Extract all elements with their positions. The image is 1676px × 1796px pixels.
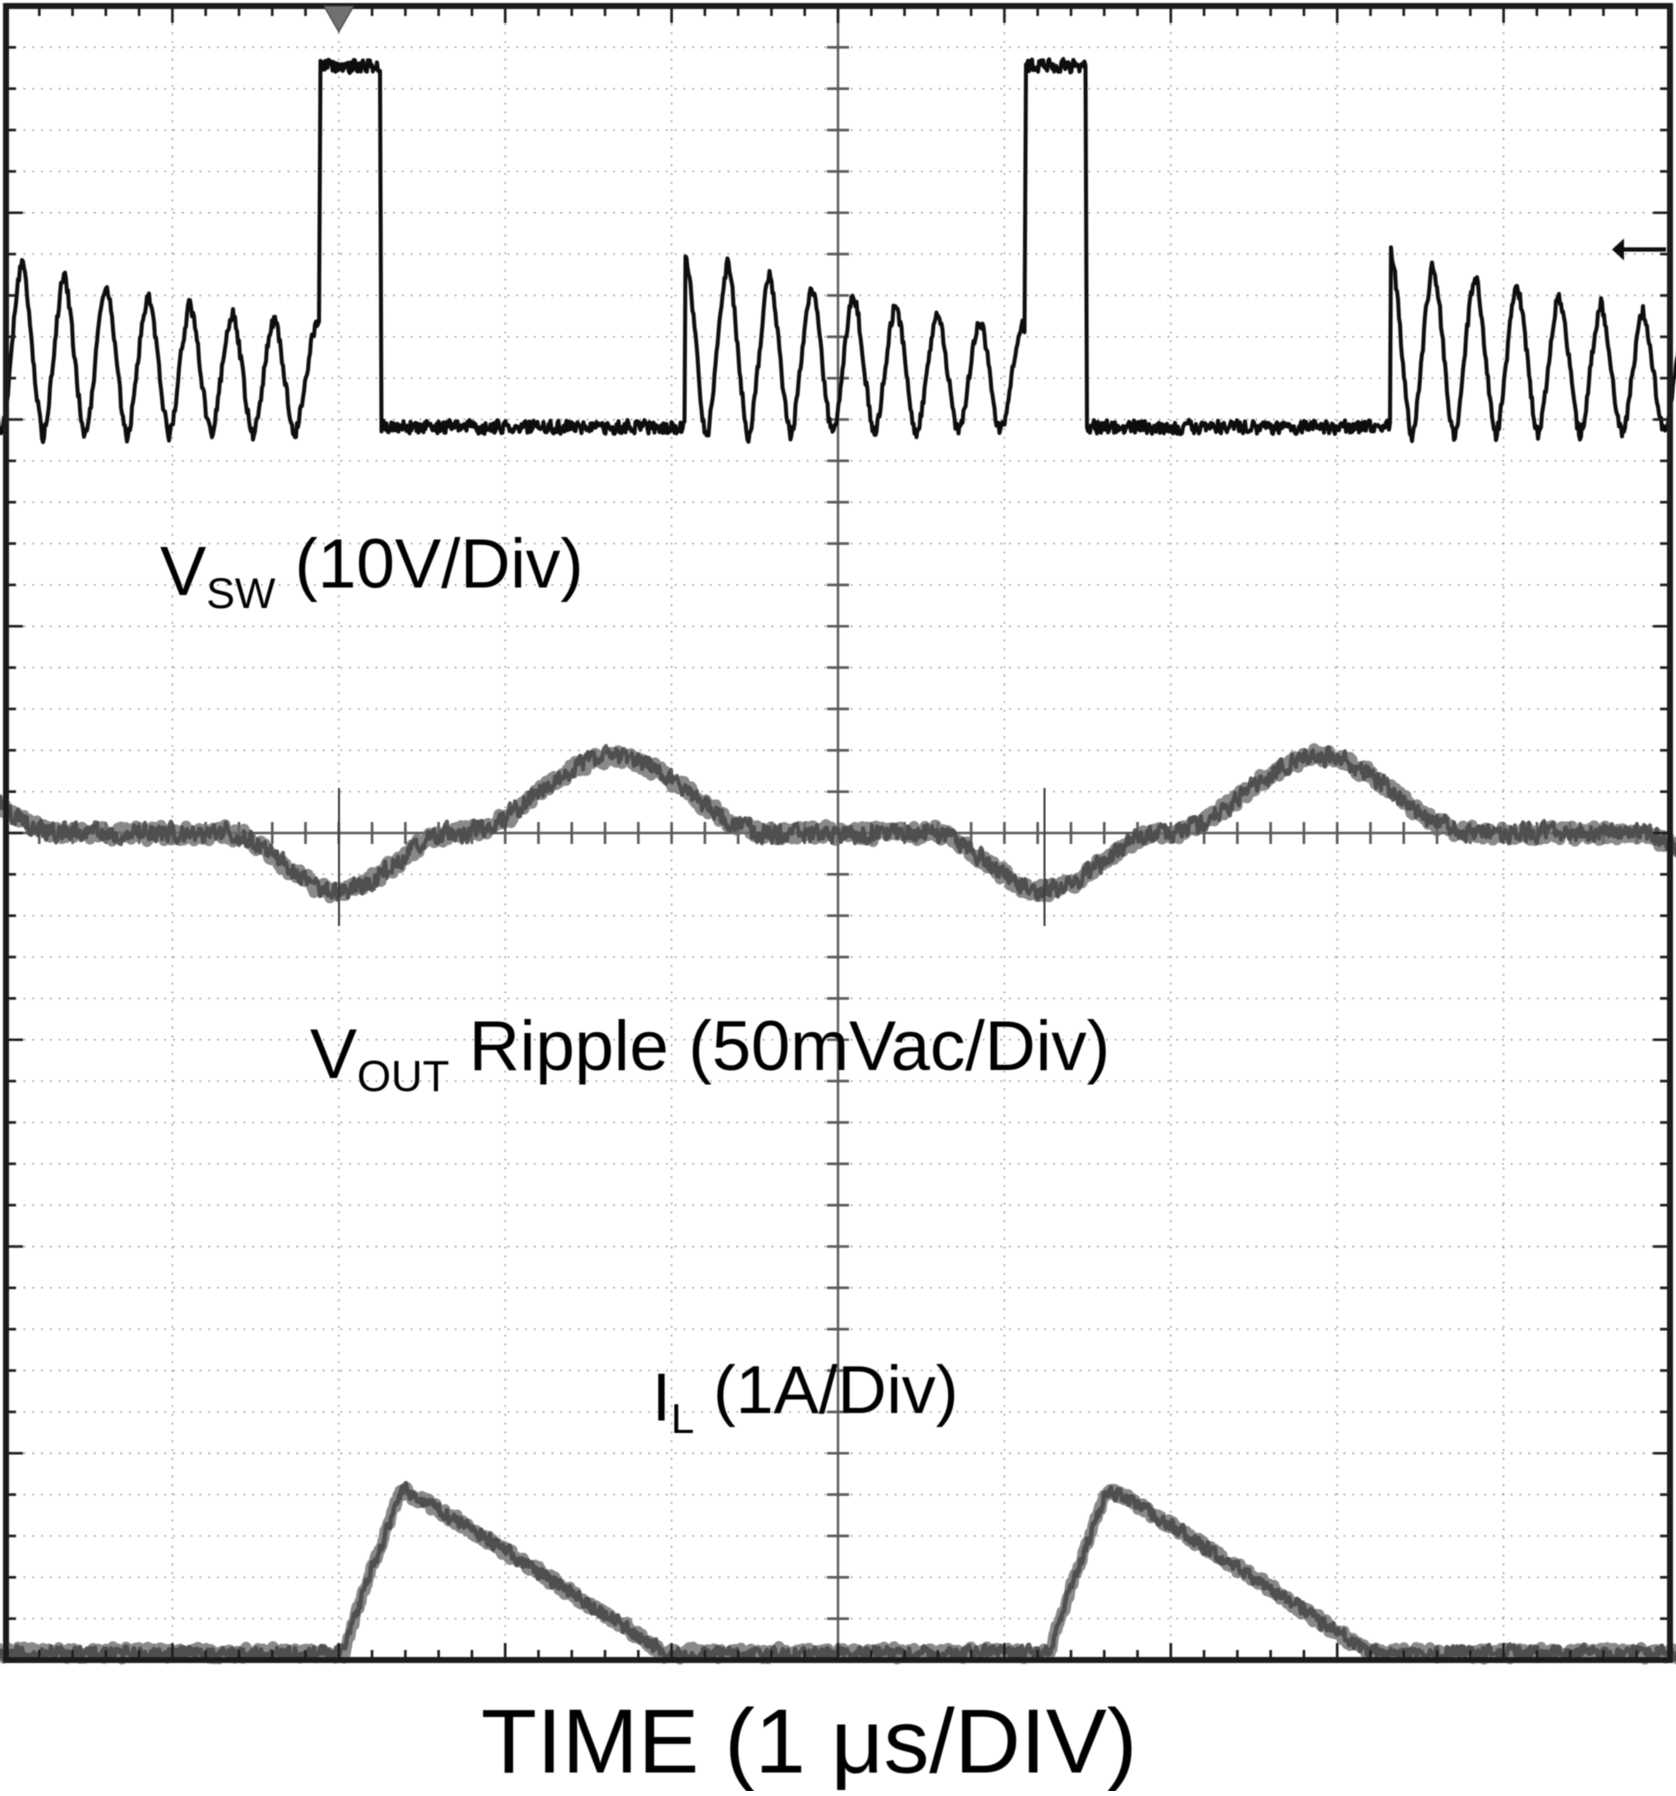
svg-text:TIME (1 μs/DIV): TIME (1 μs/DIV) bbox=[481, 1691, 1137, 1792]
